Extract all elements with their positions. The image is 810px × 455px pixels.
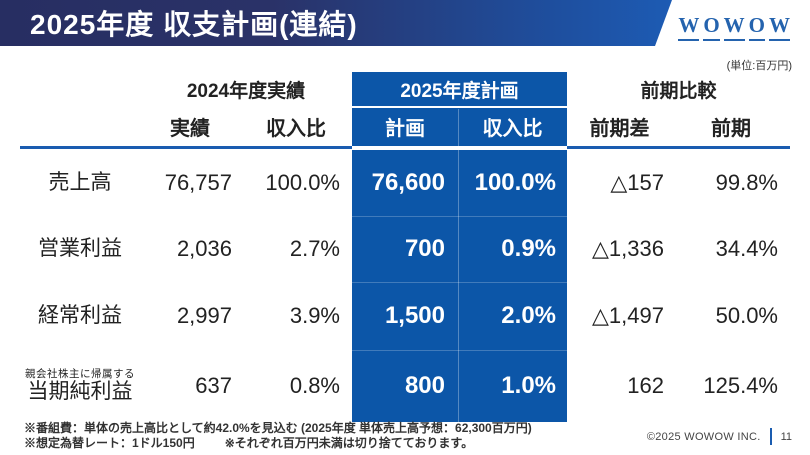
wowow-logo: W O W O W [678,15,790,41]
sales-plan: 76,600 [371,169,445,196]
subheader-diff: 前期差 [589,118,650,140]
divider [352,282,567,283]
footnotes: ※番組費：単体の売上高比として約42.0%を見込む (2025年度 単体売上高予… [24,421,532,451]
operating-profit-actual: 2,036 [176,236,232,261]
footnote-rounding: ※それぞれ百万円未満は切り捨てております。 [224,436,474,450]
subheader-actual: 実績 [170,118,210,140]
page-title: 2025年度 収支計画(連結) [30,9,358,40]
logo-letter: W [723,15,745,41]
net-profit-label: 親会社株主に帰属する 当期純利益 [20,350,140,422]
ordinary-profit-plan: 1,500 [384,302,445,329]
subheader-plan-ratio: 収入比 [482,118,543,140]
col-group-comparison: 前期比較 [640,80,717,102]
col-group-fy2024: 2024年度実績 [186,80,306,102]
divider [352,106,567,108]
operating-profit-diff: △1,336 [592,236,664,261]
subheader-actual-ratio: 収入比 [266,118,326,140]
ordinary-profit-prev: 50.0% [715,303,778,328]
operating-profit-plan-ratio: 0.9% [501,235,556,262]
unit-note: (単位:百万円) [726,60,792,72]
net-profit-actual: 637 [195,373,232,398]
title-bar [0,0,672,46]
header-rule [20,146,790,149]
footnote-fx-rate: ※想定為替レート：1ドル150円 [24,436,195,450]
net-profit-prev: 125.4% [703,373,778,398]
footnote-line1: ※番組費：単体の売上高比として約42.0%を見込む (2025年度 単体売上高予… [24,421,532,435]
net-profit-actual-ratio: 0.8% [289,373,340,398]
ordinary-profit-label: 経常利益 [38,304,122,328]
ordinary-profit-actual: 2,997 [176,303,232,328]
logo-letter: O [703,15,720,41]
page-number: 11 [780,430,792,443]
operating-profit-actual-ratio: 2.7% [289,236,340,261]
sales-prev: 99.8% [715,170,778,195]
ordinary-profit-plan-ratio: 2.0% [501,302,556,329]
operating-profit-prev: 34.4% [715,236,778,261]
logo-letter: W [769,15,790,41]
results-table: 2024年度実績 2025年度計画 前期比較 実績 収入比 計画 収入比 前期差… [20,72,790,422]
divider [352,216,567,217]
ordinary-profit-actual-ratio: 3.9% [289,303,340,328]
ordinary-profit-diff: △1,497 [592,303,664,328]
footnote-line2: ※想定為替レート：1ドル150円 ※それぞれ百万円未満は切り捨てております。 [24,436,532,451]
page-divider [769,428,772,445]
operating-profit-label: 営業利益 [38,237,122,261]
slide-footer: ©2025 WOWOW INC. 11 [647,428,792,445]
net-profit-label-main: 当期純利益 [27,380,133,404]
net-profit-label-note: 親会社株主に帰属する [25,367,135,380]
subheader-prev: 前期 [711,118,751,140]
subheader-plan: 計画 [385,118,425,140]
net-profit-diff: 162 [627,373,664,398]
sales-actual-ratio: 100.0% [265,170,340,195]
sales-plan-ratio: 100.0% [474,169,556,196]
logo-letter: W [678,15,700,41]
copyright-text: ©2025 WOWOW INC. [646,430,761,443]
plan-highlight-column [352,72,567,422]
divider [458,109,459,422]
sales-label: 売上高 [48,171,112,195]
net-profit-plan: 800 [404,372,445,399]
divider [352,350,567,351]
logo-letter: O [748,15,765,41]
sales-diff: △157 [610,170,664,195]
col-group-fy2025: 2025年度計画 [400,80,519,102]
operating-profit-plan: 700 [404,235,445,262]
sales-actual: 76,757 [164,170,232,195]
net-profit-plan-ratio: 1.0% [501,372,556,399]
